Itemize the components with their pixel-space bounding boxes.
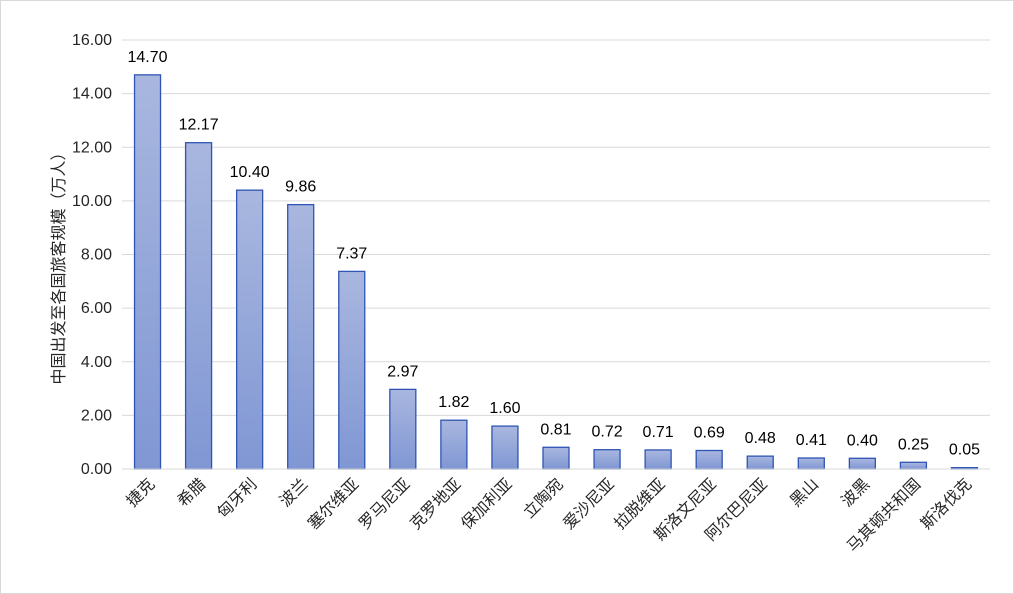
bar xyxy=(899,461,928,470)
y-tick-label: 14.00 xyxy=(72,86,112,103)
data-label: 0.69 xyxy=(694,424,725,441)
data-label: 10.40 xyxy=(230,164,270,181)
x-category-label: 斯洛伐克 xyxy=(917,474,976,533)
data-label: 0.81 xyxy=(540,421,571,438)
y-tick-label: 2.00 xyxy=(81,407,112,424)
data-label: 0.71 xyxy=(643,424,674,441)
y-tick-label: 6.00 xyxy=(81,300,112,317)
x-category-label: 希腊 xyxy=(173,474,209,510)
x-category-label: 罗马尼亚 xyxy=(355,474,414,533)
bar xyxy=(746,455,774,470)
data-label: 0.72 xyxy=(591,424,622,441)
y-tick-label: 4.00 xyxy=(81,354,112,371)
bar xyxy=(184,142,213,470)
y-axis-ticks: 0.00 2.00 4.00 6.00 8.00 10.00 12.00 14.00 16.00 xyxy=(72,32,112,478)
data-label: 0.41 xyxy=(796,432,827,449)
x-category-label: 波黑 xyxy=(837,474,873,510)
bar xyxy=(287,203,315,470)
x-category-label: 匈牙利 xyxy=(213,474,260,521)
data-label: 14.70 xyxy=(128,49,168,66)
data-label: 12.17 xyxy=(179,117,219,134)
y-tick-label: 10.00 xyxy=(72,193,112,210)
y-tick-label: 0.00 xyxy=(81,461,112,478)
bar xyxy=(542,446,570,470)
bar xyxy=(848,457,877,470)
bars xyxy=(133,74,979,470)
bar xyxy=(389,388,417,470)
data-label: 7.37 xyxy=(336,245,367,262)
y-tick-label: 12.00 xyxy=(72,139,112,156)
bar xyxy=(695,449,723,470)
x-category-label: 黑山 xyxy=(786,474,822,510)
x-category-label: 立陶宛 xyxy=(519,474,566,521)
bar xyxy=(491,425,519,470)
data-label: 0.05 xyxy=(949,442,980,459)
y-axis-title: 中国出发至各国旅客规模（万人） xyxy=(49,144,68,384)
gridlines xyxy=(122,39,990,416)
x-category-label: 克罗地亚 xyxy=(406,474,465,533)
bar xyxy=(338,270,366,470)
x-category-label: 爱沙尼亚 xyxy=(559,474,618,533)
bar xyxy=(593,449,621,470)
data-label: 0.48 xyxy=(745,430,776,447)
data-labels: 14.70 12.17 10.40 9.86 7.37 2.97 1.82 1.60 0.81 0… xyxy=(128,49,981,459)
data-label: 0.25 xyxy=(898,436,929,453)
bar xyxy=(440,419,468,470)
bar xyxy=(644,449,672,470)
bar xyxy=(133,74,162,470)
data-label: 9.86 xyxy=(285,179,316,196)
x-category-label: 捷克 xyxy=(122,474,158,510)
x-category-label: 塞尔维亚 xyxy=(304,474,363,533)
bar xyxy=(235,189,264,470)
data-label: 1.60 xyxy=(489,400,520,417)
x-category-label: 波兰 xyxy=(275,474,311,510)
y-tick-label: 8.00 xyxy=(81,247,112,264)
y-tick-label: 16.00 xyxy=(72,32,112,49)
data-label: 0.40 xyxy=(847,432,878,449)
data-label: 2.97 xyxy=(387,363,418,380)
data-label: 1.82 xyxy=(438,394,469,411)
x-category-label: 保加利亚 xyxy=(457,474,516,533)
bar xyxy=(797,457,825,470)
